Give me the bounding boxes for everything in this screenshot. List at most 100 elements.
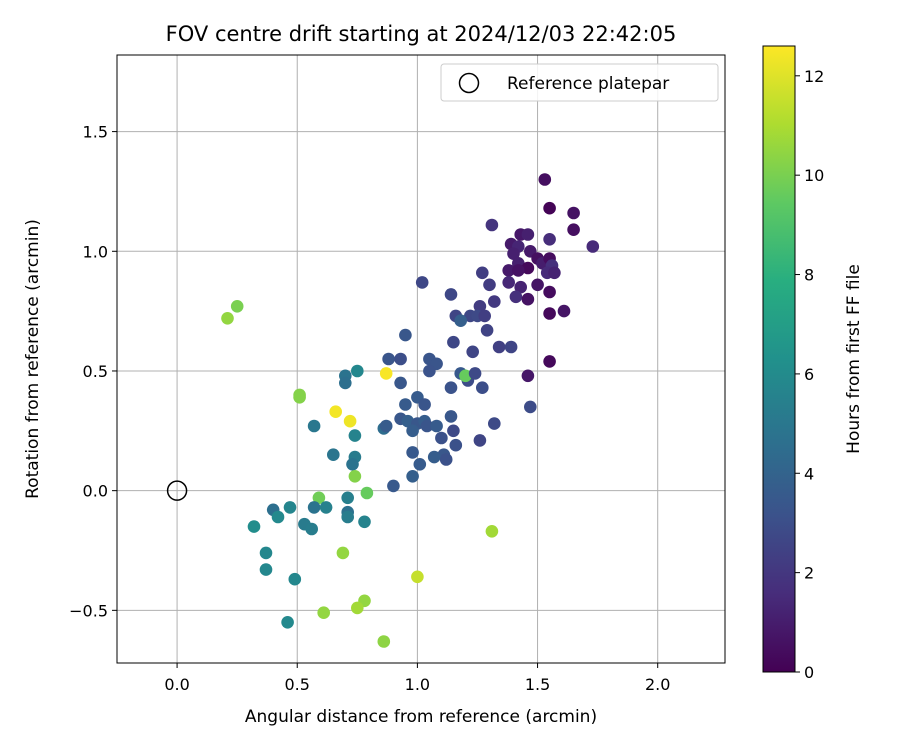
legend-marker-icon bbox=[458, 72, 480, 94]
data-point bbox=[543, 233, 556, 246]
data-point bbox=[439, 453, 453, 466]
data-point bbox=[473, 434, 487, 447]
y-tick-label: 0.0 bbox=[83, 482, 108, 501]
data-points bbox=[221, 173, 600, 648]
plot-frame bbox=[116, 54, 726, 664]
data-point bbox=[351, 364, 364, 378]
data-point bbox=[288, 572, 302, 586]
data-point bbox=[399, 398, 412, 411]
data-point bbox=[348, 470, 362, 483]
colorbar-gradient bbox=[762, 45, 796, 673]
colorbar-ticks: 0 2 4 6 8 10 12 bbox=[795, 67, 824, 682]
colorbar-tick-label: 8 bbox=[804, 266, 814, 285]
data-point bbox=[312, 491, 326, 505]
data-point bbox=[339, 376, 352, 390]
y-tick-label: 1.5 bbox=[83, 123, 108, 142]
data-point bbox=[435, 431, 448, 445]
data-point bbox=[502, 264, 515, 277]
data-point bbox=[507, 247, 520, 260]
data-point bbox=[567, 206, 580, 220]
chart-title: FOV centre drift starting at 2024/12/03 … bbox=[166, 22, 677, 46]
data-point bbox=[271, 510, 285, 524]
data-point bbox=[329, 405, 343, 419]
data-point bbox=[259, 563, 273, 576]
data-point bbox=[343, 414, 357, 428]
data-point bbox=[406, 470, 419, 483]
data-point bbox=[406, 446, 419, 459]
data-point bbox=[415, 276, 429, 289]
colorbar-label: Hours from first FF file bbox=[844, 264, 864, 454]
data-point bbox=[538, 173, 552, 186]
data-point bbox=[351, 601, 364, 615]
data-point bbox=[346, 458, 359, 471]
data-point bbox=[468, 367, 482, 380]
data-point bbox=[379, 367, 393, 380]
data-point bbox=[485, 525, 499, 538]
legend: Reference platepar bbox=[440, 63, 719, 102]
colorbar-tick-label: 6 bbox=[804, 365, 814, 384]
data-point bbox=[418, 398, 431, 411]
data-point bbox=[420, 419, 434, 433]
data-point bbox=[360, 486, 374, 500]
data-point bbox=[336, 546, 350, 560]
data-point bbox=[399, 328, 412, 342]
data-point bbox=[521, 369, 535, 383]
data-point bbox=[504, 340, 518, 354]
data-point bbox=[319, 501, 333, 514]
data-point bbox=[524, 400, 537, 414]
data-point bbox=[521, 228, 535, 241]
data-point bbox=[247, 520, 261, 533]
data-point bbox=[411, 570, 424, 584]
data-point bbox=[401, 414, 415, 428]
data-point bbox=[488, 417, 501, 430]
data-point bbox=[293, 391, 306, 404]
data-point bbox=[531, 278, 544, 292]
y-tick-label: −0.5 bbox=[69, 601, 108, 620]
data-point bbox=[543, 307, 556, 320]
data-point bbox=[543, 355, 556, 368]
data-point bbox=[259, 546, 273, 560]
data-point bbox=[341, 491, 355, 505]
data-point bbox=[423, 364, 436, 378]
data-point bbox=[281, 616, 294, 629]
data-point bbox=[521, 261, 535, 275]
colorbar-tick-label: 4 bbox=[804, 464, 814, 483]
data-point bbox=[476, 381, 489, 395]
colorbar-tick-label: 12 bbox=[804, 67, 824, 86]
data-point bbox=[459, 369, 472, 383]
data-point bbox=[502, 276, 515, 289]
x-axis-label: Angular distance from reference (arcmin) bbox=[245, 707, 597, 727]
colorbar-tick-label: 2 bbox=[804, 564, 814, 583]
data-point bbox=[341, 510, 355, 524]
x-tick-label: 2.0 bbox=[645, 675, 670, 694]
data-point bbox=[307, 501, 321, 514]
data-point bbox=[454, 314, 468, 328]
data-point bbox=[543, 285, 556, 299]
data-point bbox=[444, 288, 458, 301]
data-point bbox=[480, 324, 494, 337]
colorbar: 0 2 4 6 8 10 12 Hours from first FF file bbox=[762, 45, 864, 682]
data-point bbox=[327, 448, 340, 462]
data-point bbox=[358, 515, 371, 529]
data-point bbox=[394, 352, 407, 366]
colorbar-tick-label: 0 bbox=[804, 663, 814, 682]
data-point bbox=[382, 352, 395, 366]
data-point bbox=[485, 218, 499, 232]
legend-box bbox=[440, 63, 719, 102]
data-point bbox=[567, 223, 580, 236]
x-tick-label: 0.5 bbox=[285, 675, 310, 694]
data-point bbox=[379, 419, 393, 433]
data-point bbox=[476, 266, 489, 280]
data-point bbox=[377, 635, 391, 648]
data-point bbox=[492, 340, 506, 354]
data-point bbox=[586, 240, 600, 253]
data-point bbox=[413, 458, 427, 471]
data-point bbox=[444, 410, 458, 423]
data-point bbox=[483, 278, 496, 292]
data-point bbox=[406, 424, 419, 438]
data-point bbox=[427, 450, 441, 464]
x-tick-label: 1.5 bbox=[525, 675, 550, 694]
grid bbox=[117, 55, 725, 663]
colorbar-tick-label: 10 bbox=[804, 166, 824, 185]
